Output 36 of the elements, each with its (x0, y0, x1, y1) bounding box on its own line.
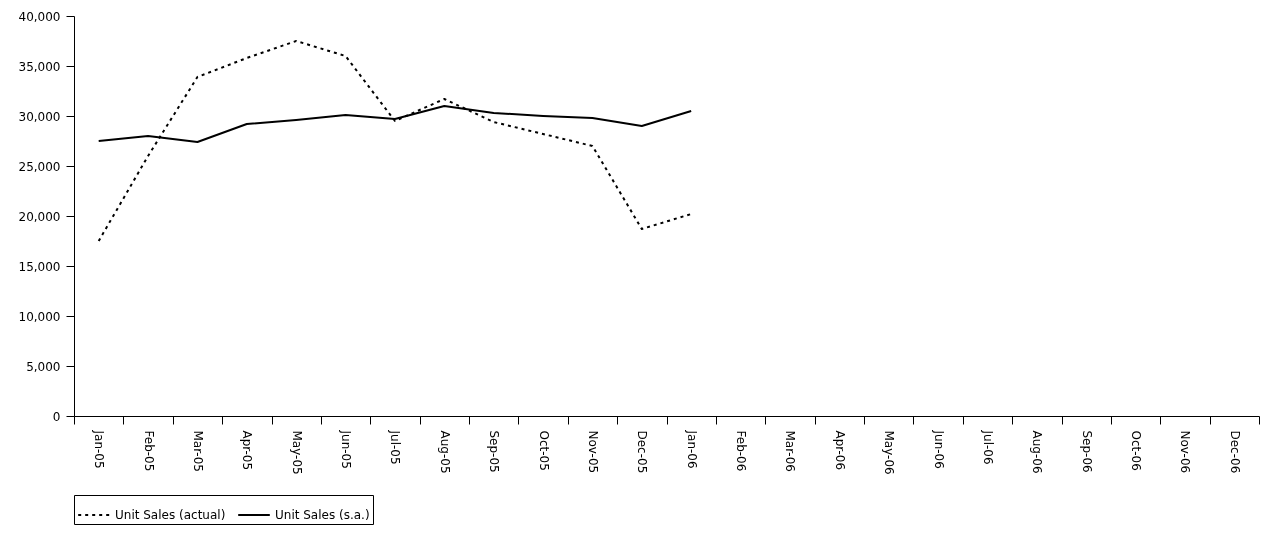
x-tick-label: Dec-06 (1227, 430, 1242, 474)
x-tick-label: Nov-06 (1178, 430, 1193, 474)
x-tick-label: Mar-05 (190, 430, 205, 472)
y-tick-label: 20,000 (18, 209, 61, 224)
x-tick-label: Jul-06 (980, 429, 995, 465)
x-tick-label: Jul-05 (388, 429, 403, 465)
x-tick-label: Sep-05 (487, 430, 502, 473)
y-tick-label: 0 (52, 409, 61, 424)
x-tick-label: Oct-06 (1129, 430, 1144, 471)
x-tick-label: Feb-05 (141, 430, 156, 472)
y-tick-label: 5,000 (26, 359, 61, 374)
y-tick-label: 10,000 (18, 309, 61, 324)
y-tick-label: 15,000 (18, 259, 61, 274)
x-tick-label: Mar-06 (783, 430, 798, 472)
y-tick-label: 30,000 (18, 109, 61, 124)
x-tick-label: Apr-06 (832, 430, 847, 471)
x-tick-label: Oct-05 (536, 430, 551, 471)
x-tick-label: May-06 (882, 430, 897, 475)
x-tick-label: Apr-05 (240, 430, 255, 471)
x-tick-label: Jan-05 (92, 429, 107, 469)
y-tick-label: 40,000 (18, 9, 61, 24)
x-tick-label: Aug-05 (437, 430, 452, 474)
x-tick-label: Jan-06 (684, 429, 699, 469)
y-tick-label: 25,000 (18, 159, 61, 174)
x-tick-label: Jun-06 (931, 429, 946, 469)
y-tick-label: 35,000 (18, 59, 61, 74)
x-tick-label: Dec-05 (635, 430, 650, 474)
x-tick-label: Feb-06 (734, 430, 749, 472)
x-tick-label: Aug-06 (1030, 430, 1045, 474)
x-tick-label: Sep-06 (1079, 430, 1094, 473)
x-tick-label: Jun-05 (339, 429, 354, 469)
x-tick-label: May-05 (289, 430, 304, 475)
line-series (97, 40, 693, 242)
x-tick-label: Nov-05 (585, 430, 600, 474)
legend-label: Unit Sales (s.a.) (275, 508, 370, 522)
legend-label: Unit Sales (actual) (115, 508, 226, 522)
